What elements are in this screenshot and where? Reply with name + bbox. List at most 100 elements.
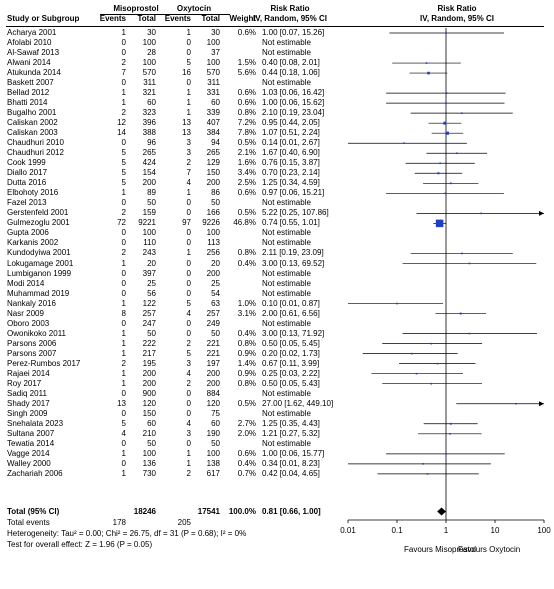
total1-cell: 900: [142, 388, 156, 398]
total2-cell: 200: [206, 378, 220, 388]
total1-cell: 243: [142, 248, 156, 258]
total2-cell: 257: [206, 308, 220, 318]
total2-cell: 113: [207, 238, 220, 248]
events1-cell: 0: [121, 438, 126, 448]
rr-column-subheader: IV, Random, 95% CI: [253, 14, 327, 23]
rr-ci-cell: 1.00 [0.07, 15.26]: [262, 28, 325, 37]
point-estimate: [468, 332, 471, 335]
study-name: Dutta 2016: [7, 178, 47, 188]
events1-cell: 0: [121, 408, 126, 418]
total1-cell: 20: [147, 258, 156, 268]
weight-cell: 46.8%: [233, 218, 256, 228]
total1-cell: 56: [147, 288, 156, 298]
total1-cell: 159: [142, 208, 156, 218]
point-estimate: [515, 402, 517, 405]
x-tick-label: 10: [491, 526, 500, 535]
total2-cell: 221: [206, 348, 220, 358]
events2-cell: 0: [186, 278, 191, 288]
rr-ci-cell: 1.21 [0.27, 5.32]: [262, 428, 320, 438]
plot-subtitle: IV, Random, 95% CI: [420, 14, 494, 23]
point-estimate: [449, 433, 451, 435]
total2-cell: 617: [206, 468, 220, 478]
rr-ci-cell: 0.10 [0.01, 0.87]: [262, 298, 320, 308]
point-estimate: [430, 382, 433, 385]
group2-underline: [158, 14, 230, 15]
header-rule: [6, 26, 544, 27]
rr-ci-cell: 0.74 [0.55, 1.01]: [262, 218, 320, 228]
rr-ci-cell: Not estimable: [262, 238, 311, 248]
events2-cell: 7: [186, 168, 191, 178]
x-tick-label: 0.01: [340, 526, 356, 535]
total1-cell: 28: [147, 48, 156, 57]
rr-column-title: Risk Ratio: [270, 4, 310, 13]
rr-ci-cell: 3.00 [0.13, 69.52]: [262, 258, 325, 268]
events1-cell: 0: [121, 288, 126, 298]
study-name: Parsons 2006: [7, 338, 57, 348]
study-name: Acharya 2001: [7, 28, 57, 37]
total2-cell: 384: [206, 128, 220, 138]
total1-cell: 154: [142, 168, 156, 178]
point-estimate: [456, 152, 458, 155]
rr-ci-cell: 0.25 [0.03, 2.22]: [262, 368, 320, 378]
total2-cell: 129: [206, 158, 220, 168]
study-name: Bugalho 2001: [7, 108, 57, 118]
total1-cell: 100: [142, 38, 156, 47]
study-name: Parsons 2007: [7, 348, 57, 358]
total1-cell: 110: [143, 238, 156, 248]
pooled-diamond: [437, 507, 446, 516]
rr-ci-cell: 1.07 [0.51, 2.24]: [262, 128, 320, 138]
total1-cell: 50: [147, 198, 156, 208]
events2-cell: 3: [186, 358, 191, 368]
events1-cell: 13: [117, 398, 126, 408]
events2-cell: 16: [182, 68, 191, 78]
total2-cell: 166: [206, 208, 220, 218]
events2-cell: 1: [186, 448, 191, 458]
ci-arrow: [539, 401, 544, 407]
total1-cell: 265: [142, 148, 156, 158]
rr-ci-cell: 1.25 [0.35, 4.43]: [262, 418, 320, 428]
events1-cell: 1: [121, 298, 126, 308]
rr-ci-cell: 1.03 [0.06, 16.42]: [262, 88, 325, 98]
total-ci: 0.81 [0.66, 1.00]: [262, 507, 321, 516]
study-name: Atukunda 2014: [7, 68, 61, 78]
events2-cell: 97: [182, 218, 191, 228]
study-name: Lumbiganon 1999: [7, 268, 72, 278]
total1-cell: 200: [142, 368, 156, 378]
weight-cell: 0.8%: [237, 378, 256, 388]
point-estimate: [468, 262, 471, 265]
study-name: Snehalata 2023: [7, 418, 64, 428]
weight-cell: 0.5%: [237, 398, 256, 408]
events2-cell: 0: [186, 388, 191, 398]
study-name: Fazel 2013: [7, 198, 47, 208]
group2-header: Oxytocin: [176, 4, 212, 13]
point-estimate: [426, 473, 429, 475]
events2-cell: 4: [186, 308, 191, 318]
total1-cell: 50: [147, 328, 156, 338]
rr-ci-cell: Not estimable: [262, 268, 311, 278]
events2-cell: 0: [186, 198, 191, 208]
weight-cell: 0.8%: [237, 338, 256, 348]
study-name: Afolabi 2010: [7, 38, 52, 47]
events1-cell: 1: [121, 188, 126, 198]
events2-cell: 0: [186, 208, 191, 218]
rr-ci-cell: 27.00 [1.62, 449.10]: [262, 398, 334, 408]
weight-cell: 1.6%: [237, 158, 256, 168]
rr-ci-cell: 0.97 [0.06, 15.21]: [262, 188, 325, 198]
point-estimate: [460, 112, 463, 114]
weight-cell: 0.5%: [237, 208, 256, 218]
rr-ci-cell: 0.42 [0.04, 4.65]: [262, 468, 320, 478]
study-name: Karkanis 2002: [7, 238, 59, 248]
point-estimate: [435, 219, 444, 228]
weight-cell: 0.8%: [237, 248, 256, 258]
events2-cell: 1: [186, 98, 191, 108]
total2-cell: 60: [211, 418, 220, 428]
study-name: Zachariah 2006: [7, 468, 63, 478]
total1-cell: 397: [142, 268, 156, 278]
total1-cell: 25: [147, 278, 156, 288]
events1-cell: 8: [121, 308, 126, 318]
rr-ci-cell: Not estimable: [262, 48, 311, 57]
events2-cell: 4: [186, 368, 191, 378]
events2-cell: 13: [182, 128, 191, 138]
total1-cell: 247: [142, 318, 156, 328]
